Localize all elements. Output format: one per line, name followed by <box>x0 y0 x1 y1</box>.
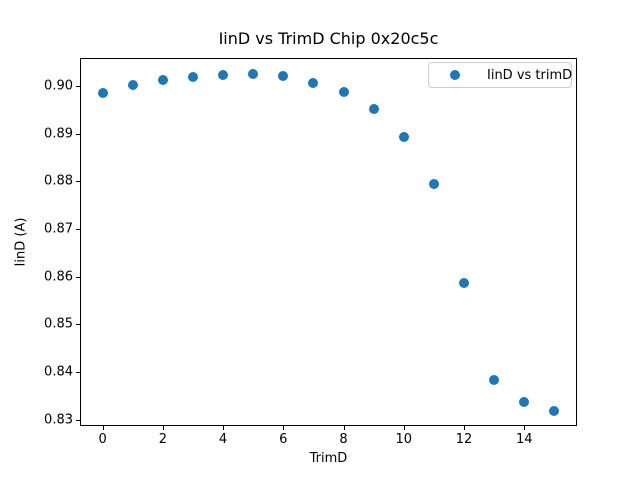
x-tick <box>524 426 526 430</box>
y-tick <box>76 133 80 135</box>
y-tick-label: 0.90 <box>44 78 73 94</box>
x-tick-label: 6 <box>279 432 288 447</box>
x-tick <box>102 426 104 430</box>
scatter-point <box>428 178 439 189</box>
legend-marker-icon <box>450 70 460 80</box>
legend: IinD vs trimD <box>428 62 572 88</box>
x-tick-label: 10 <box>395 432 413 447</box>
scatter-point <box>127 80 138 91</box>
x-tick-label: 2 <box>158 432 167 447</box>
y-tick <box>76 372 80 374</box>
scatter-point <box>97 88 108 99</box>
plot-area <box>80 58 577 426</box>
legend-series-label: IinD vs trimD <box>487 67 573 83</box>
y-tick <box>76 276 80 278</box>
y-tick <box>76 229 80 231</box>
y-tick-label: 0.84 <box>44 364 73 380</box>
y-tick-label: 0.83 <box>44 412 73 428</box>
x-tick-label: 12 <box>455 432 473 447</box>
x-tick <box>464 426 466 430</box>
scatter-point <box>519 396 530 407</box>
x-tick-label: 0 <box>98 432 107 447</box>
scatter-point <box>489 375 500 386</box>
scatter-point <box>398 132 409 143</box>
scatter-point <box>549 405 560 416</box>
y-tick-label: 0.85 <box>44 316 73 332</box>
scatter-point <box>248 69 259 80</box>
y-tick-label: 0.89 <box>44 126 73 142</box>
x-tick <box>223 426 225 430</box>
x-tick <box>283 426 285 430</box>
x-tick-label: 14 <box>516 432 533 447</box>
y-tick <box>76 181 80 183</box>
x-tick-label: 8 <box>339 432 348 447</box>
y-tick-label: 0.87 <box>44 221 73 237</box>
scatter-point <box>218 70 229 81</box>
x-tick <box>162 426 164 430</box>
x-tick <box>403 426 405 430</box>
y-tick-label: 0.86 <box>44 269 73 285</box>
scatter-point <box>368 104 379 114</box>
y-tick <box>76 324 80 326</box>
x-tick-label: 4 <box>218 432 228 447</box>
y-tick <box>76 419 80 421</box>
scatter-point <box>278 71 289 82</box>
y-tick-label: 0.88 <box>44 173 73 189</box>
scatter-point <box>187 72 198 83</box>
x-tick <box>343 426 345 430</box>
chart-title: IinD vs TrimD Chip 0x20c5c <box>218 29 439 48</box>
y-axis-label: IinD (A) <box>13 217 29 267</box>
scatter-point <box>338 86 349 97</box>
x-axis-label: TrimD <box>309 451 348 466</box>
y-tick <box>76 86 80 88</box>
scatter-point <box>157 75 168 86</box>
scatter-point <box>308 78 319 89</box>
scatter-point <box>459 277 470 288</box>
